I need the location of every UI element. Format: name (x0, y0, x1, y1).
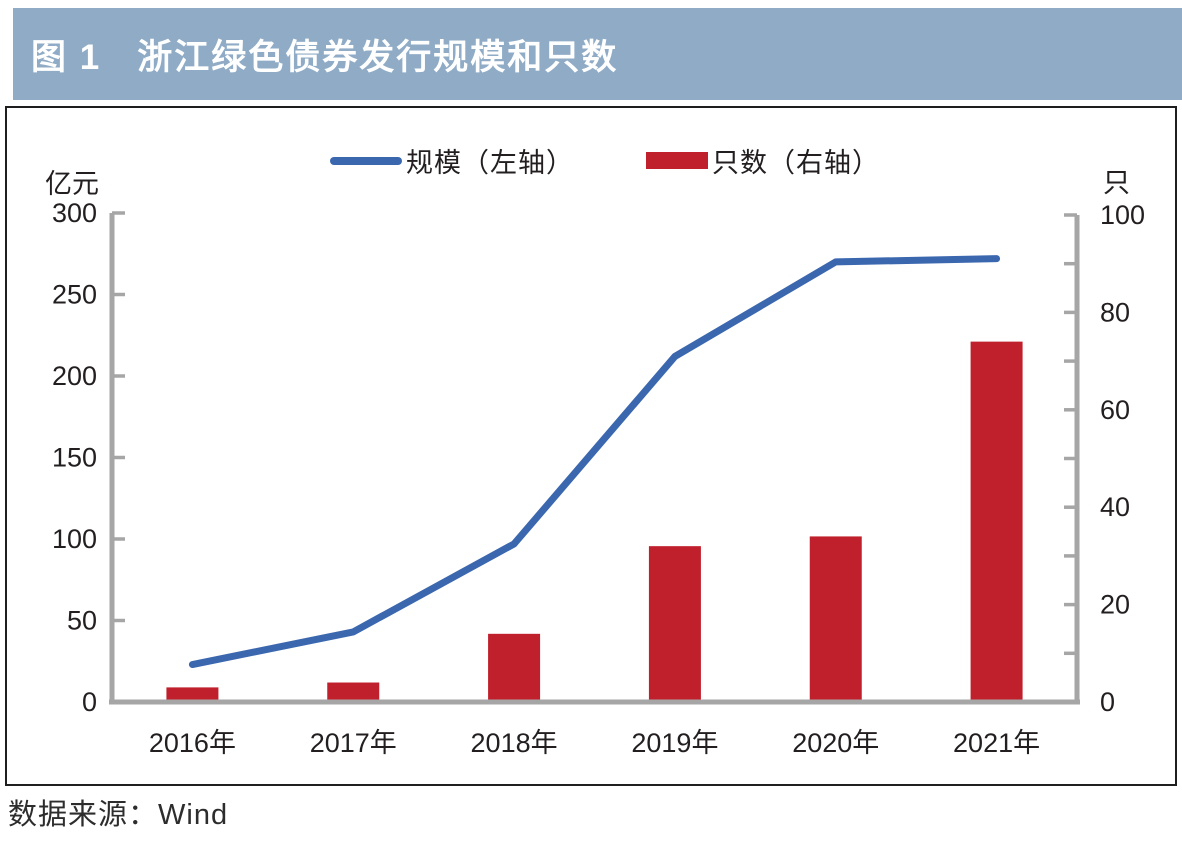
right-axis-unit: 只 (1103, 168, 1130, 198)
bar-2021年 (970, 341, 1023, 702)
bar-2016年 (166, 687, 219, 702)
svg-text:150: 150 (52, 443, 97, 473)
legend-item-count: 只数（右轴） (646, 141, 880, 180)
line-series-swatch-icon (330, 156, 402, 165)
legend-label-scale: 规模（左轴） (406, 148, 574, 178)
x-label-2018年: 2018年 (471, 728, 558, 758)
svg-text:100: 100 (52, 524, 97, 554)
left-axis-unit: 亿元 (45, 169, 99, 199)
svg-text:0: 0 (82, 687, 97, 717)
svg-text:300: 300 (52, 198, 97, 228)
svg-text:20: 20 (1100, 590, 1130, 620)
figure-number-label: 图 1 (31, 37, 102, 77)
chart-legend: 规模（左轴） 只数（右轴） (330, 141, 880, 180)
bar-series-swatch-icon (646, 152, 708, 169)
legend-label-count: 只数（右轴） (712, 148, 880, 178)
svg-text:250: 250 (52, 280, 97, 310)
svg-text:100: 100 (1100, 200, 1145, 230)
bar-2020年 (809, 536, 862, 702)
legend-item-scale: 规模（左轴） (330, 141, 574, 180)
svg-text:200: 200 (52, 361, 97, 391)
x-label-2021年: 2021年 (953, 728, 1040, 758)
scale-line-series (188, 255, 1001, 669)
x-label-2017年: 2017年 (310, 728, 397, 758)
data-source: 数据来源：Wind (8, 799, 229, 831)
dual-axis-chart: 0 50 100 150 200 250 300 0 20 40 60 80 100 亿元 只 2016年 20… (45, 168, 1145, 758)
svg-text:0: 0 (1100, 687, 1115, 717)
svg-text:60: 60 (1100, 395, 1130, 425)
figure-header: 图 1 浙江绿色债券发行规模和只数 (13, 8, 1182, 100)
bar-2017年 (327, 682, 380, 702)
bar-2018年 (488, 633, 541, 702)
figure-title: 浙江绿色债券发行规模和只数 (137, 37, 619, 77)
x-label-2019年: 2019年 (631, 728, 718, 758)
svg-text:50: 50 (67, 606, 97, 636)
x-label-2016年: 2016年 (149, 728, 236, 758)
svg-text:40: 40 (1100, 492, 1130, 522)
bar-2019年 (648, 546, 701, 702)
svg-text:80: 80 (1100, 297, 1130, 327)
x-label-2020年: 2020年 (792, 728, 879, 758)
chart-container: 规模（左轴） 只数（右轴） 0 50 100 150 200 250 300 0 20 40 60 8… (5, 106, 1177, 786)
